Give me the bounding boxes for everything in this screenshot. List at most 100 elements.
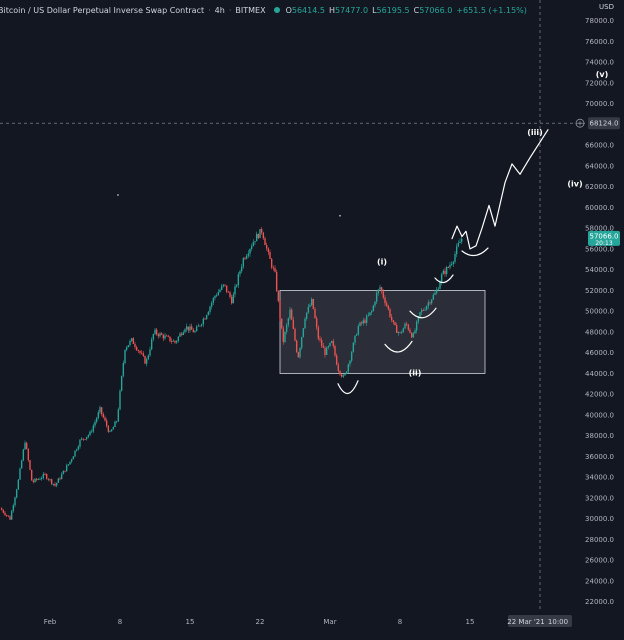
candle-body (89, 431, 91, 436)
symbol-name[interactable]: Bitcoin / US Dollar Perpetual Inverse Sw… (0, 5, 205, 15)
candle-body (157, 334, 160, 337)
candle-body (87, 435, 90, 437)
candle-body (212, 297, 215, 303)
candle-body (62, 470, 65, 475)
y-tick-label: 62000.0 (585, 183, 614, 191)
candles (0, 227, 463, 520)
candle-body (307, 306, 310, 313)
candle-body (330, 341, 333, 343)
crosshair-date-label: 22 Mar '21 (507, 618, 544, 626)
candle-body (179, 333, 181, 337)
candle-body (309, 305, 311, 307)
candle-body (147, 355, 150, 360)
candle-body (190, 326, 193, 330)
candle-body (127, 345, 130, 348)
y-tick-label: 34000.0 (585, 474, 614, 482)
x-tick-label: 15 (186, 618, 195, 626)
candle-body (42, 474, 45, 478)
candle-body (385, 303, 388, 306)
candle-body (319, 338, 321, 341)
candle-body (97, 412, 100, 419)
candle-body (60, 474, 63, 479)
axes: 22000.0 24000.0 26000.0 28000.0 30000.0 32000… (44, 17, 620, 627)
candle-body (59, 478, 61, 480)
marker-dot (117, 194, 119, 196)
candle-body (327, 346, 330, 348)
candle-body (132, 338, 135, 344)
candle-body (269, 252, 271, 259)
candle-body (224, 284, 226, 286)
candle-body (350, 352, 353, 361)
candle-body (244, 258, 246, 259)
candle-body (202, 318, 205, 325)
candle-body (247, 253, 250, 256)
candle-body (39, 478, 41, 480)
candle-body (347, 364, 350, 372)
y-tick-label: 36000.0 (585, 453, 614, 461)
candle-body (114, 421, 116, 428)
candle-body (45, 474, 48, 479)
candle-body (57, 478, 60, 483)
candle-body (257, 233, 260, 239)
x-tick-label: 15 (466, 618, 475, 626)
separator-1: · (208, 5, 211, 15)
candle-body (20, 460, 23, 469)
candle-body (389, 309, 391, 317)
candle-body (252, 242, 255, 247)
candle-body (432, 294, 435, 300)
candle-body (332, 341, 335, 347)
interval-label[interactable]: 4h (214, 5, 225, 15)
candle-body (382, 291, 385, 298)
close-value: C57066.0 (413, 5, 453, 15)
candle-body (124, 349, 126, 364)
candle-body (419, 312, 421, 317)
pattern-arc (384, 340, 413, 353)
candle-body (254, 241, 256, 243)
candle-body (275, 271, 278, 292)
candle-body (262, 232, 265, 239)
candle-body (90, 431, 93, 433)
candle-body (270, 258, 273, 268)
candle-body (150, 339, 153, 350)
candle-body (37, 479, 40, 480)
x-tick-label: Feb (44, 618, 57, 626)
candle-body (192, 329, 195, 333)
candle-body (77, 446, 80, 450)
candle-body (279, 301, 281, 319)
candle-body (360, 322, 363, 324)
candle-body (445, 267, 448, 274)
candle-body (50, 479, 53, 485)
candle-body (14, 497, 16, 506)
candle-body (35, 478, 38, 480)
y-tick-label: 40000.0 (585, 411, 614, 419)
candle-body (205, 315, 208, 319)
candle-body (220, 286, 223, 290)
candle-body (95, 418, 98, 422)
candle-body (452, 261, 455, 264)
candle-body (200, 324, 203, 326)
candle-body (30, 469, 33, 481)
candle-body (277, 291, 280, 302)
candle-body (320, 340, 323, 346)
candle-body (349, 360, 351, 365)
exchange-label: BITMEX (235, 5, 266, 15)
wave-label: (ii) (409, 368, 422, 377)
candle-body (415, 321, 418, 331)
y-tick-label: 56000.0 (585, 245, 614, 253)
candle-body (404, 323, 406, 329)
candle-body (249, 248, 251, 254)
candle-body (297, 352, 300, 358)
candle-body (189, 326, 191, 331)
wave-label: (i) (377, 258, 387, 267)
candle-body (49, 479, 51, 481)
candle-body (159, 333, 161, 337)
candle-body (295, 340, 298, 353)
candle-body (437, 288, 440, 290)
candle-body (135, 347, 138, 351)
candle-body (112, 427, 115, 430)
candle-body (460, 238, 463, 242)
pattern-arc (434, 274, 454, 284)
candle-body (215, 295, 218, 297)
